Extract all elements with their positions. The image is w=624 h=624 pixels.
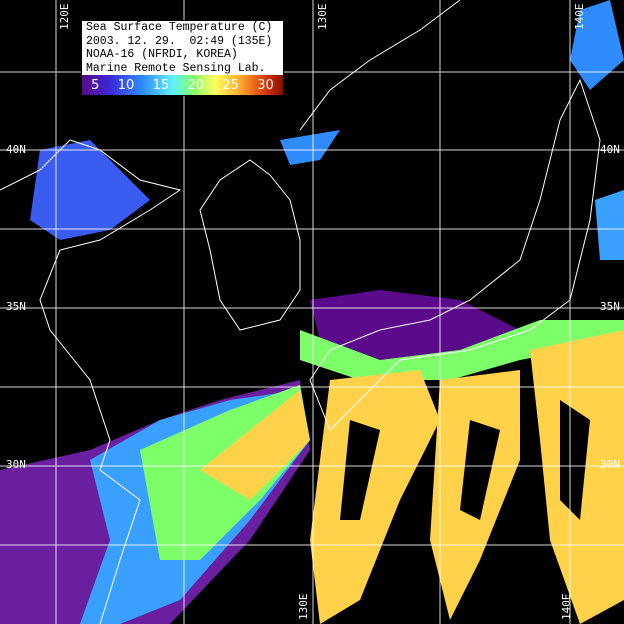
lon-label-120e: 120E xyxy=(58,3,71,31)
scale-tick: 20 xyxy=(187,77,205,93)
bohai-sst xyxy=(30,140,150,240)
scale-tick: 10 xyxy=(117,77,135,93)
lon-label-140e-bottom: 140E xyxy=(560,593,573,621)
lat-label-40n-right: 40N xyxy=(600,143,620,156)
scale-tick: 30 xyxy=(257,77,274,93)
lat-label-35n: 35N xyxy=(6,300,26,313)
legend-box: Sea Surface Temperature (C) 2003. 12. 29… xyxy=(81,20,284,96)
legend-lab: Marine Remote Sensing Lab. xyxy=(86,61,266,75)
lon-label-130e-bottom: 130E xyxy=(297,593,310,621)
lat-label-30n-right: 30N xyxy=(600,458,620,471)
lat-label-35n-right: 35N xyxy=(600,300,620,313)
russia-coastline xyxy=(299,0,461,131)
lat-label-40n: 40N xyxy=(6,143,26,156)
scale-tick: 5 xyxy=(91,77,100,93)
scale-tick: 15 xyxy=(152,77,170,93)
china-coastline xyxy=(0,139,182,624)
lon-label-140e: 140E xyxy=(573,3,586,31)
lon-label-130e: 130E xyxy=(316,3,329,31)
legend-title: Sea Surface Temperature (C) xyxy=(86,21,273,34)
japan-coastline xyxy=(309,78,601,431)
color-scale-bar: 5 10 15 20 25 30 xyxy=(82,75,283,95)
scale-tick: 25 xyxy=(222,77,239,93)
korea-coastline xyxy=(199,159,301,331)
lat-label-30n: 30N xyxy=(6,458,26,471)
legend-datetime: 2003. 12. 29. 02:49 (135E) xyxy=(86,34,273,48)
legend-satellite: NOAA-16 (NFRDI, KOREA) xyxy=(86,48,238,61)
